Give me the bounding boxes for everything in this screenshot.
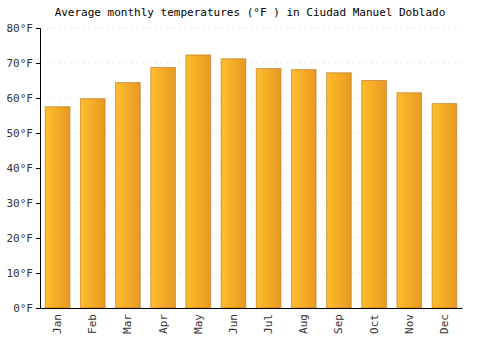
y-tick-mark bbox=[36, 238, 40, 239]
x-tick: Apr bbox=[157, 314, 170, 334]
y-tick: 10°F bbox=[7, 267, 41, 280]
y-tick-label: 80°F bbox=[7, 22, 34, 35]
y-tick-label: 70°F bbox=[7, 57, 34, 70]
bar bbox=[291, 70, 316, 308]
x-tick-label: Oct bbox=[368, 314, 381, 334]
x-tick: Sep bbox=[332, 314, 345, 334]
chart: 0°F 10°F 20°F 30°F 40°F 50°F 60°F 70°F 80°F Jan Fe… bbox=[0, 0, 500, 350]
y-axis: 0°F 10°F 20°F 30°F 40°F 50°F 60°F 70°F 80°F bbox=[7, 22, 41, 315]
grid bbox=[40, 28, 462, 308]
bar bbox=[151, 68, 176, 308]
x-tick-label: Jan bbox=[51, 314, 64, 334]
x-tick-label: Apr bbox=[157, 314, 170, 334]
y-tick: 60°F bbox=[7, 92, 41, 105]
x-tick-label: Nov bbox=[403, 314, 416, 334]
x-tick-label: May bbox=[192, 314, 205, 334]
bar bbox=[327, 73, 352, 308]
x-tick: Aug bbox=[297, 314, 310, 334]
y-tick: 0°F bbox=[13, 302, 40, 315]
y-tick: 20°F bbox=[7, 232, 41, 245]
y-tick-mark bbox=[36, 63, 40, 64]
bar bbox=[362, 81, 387, 309]
bar bbox=[432, 104, 457, 308]
y-tick: 70°F bbox=[7, 57, 41, 70]
title: Average monthly temperatures (°F ) in Ci… bbox=[55, 6, 446, 19]
y-tick-mark bbox=[36, 308, 40, 309]
x-tick: Nov bbox=[403, 314, 416, 334]
x-tick-label: Feb bbox=[86, 314, 99, 334]
y-tick-mark bbox=[36, 28, 40, 29]
y-tick-label: 10°F bbox=[7, 267, 34, 280]
bar bbox=[186, 55, 211, 308]
x-tick: Jun bbox=[227, 314, 240, 334]
x-tick: May bbox=[192, 314, 205, 334]
x-tick-label: Dec bbox=[438, 314, 451, 334]
x-tick: Mar bbox=[121, 314, 134, 334]
grid-line bbox=[40, 63, 462, 64]
y-tick-label: 60°F bbox=[7, 92, 34, 105]
y-tick-mark bbox=[36, 168, 40, 169]
bar bbox=[221, 59, 246, 308]
x-tick-label: Sep bbox=[332, 314, 345, 334]
y-tick-label: 20°F bbox=[7, 232, 34, 245]
x-tick: Feb bbox=[86, 314, 99, 334]
y-tick-mark bbox=[36, 273, 40, 274]
y-tick-label: 0°F bbox=[13, 302, 33, 315]
x-tick: Dec bbox=[438, 314, 451, 334]
x-tick-label: Mar bbox=[121, 314, 134, 334]
x-axis-line bbox=[41, 308, 463, 309]
y-axis-line bbox=[36, 29, 41, 309]
x-tick-label: Jun bbox=[227, 314, 240, 334]
x-tick-label: Aug bbox=[297, 314, 310, 334]
bar bbox=[397, 93, 422, 308]
x-tick: Jul bbox=[262, 314, 275, 334]
y-tick-label: 40°F bbox=[7, 162, 34, 175]
y-tick: 50°F bbox=[7, 127, 41, 140]
y-tick-mark bbox=[36, 203, 40, 204]
bar bbox=[80, 99, 105, 308]
y-tick-label: 30°F bbox=[7, 197, 34, 210]
x-axis: Jan Feb Mar Apr May Jun Jul Aug Sep Oct Nov Dec bbox=[41, 309, 463, 334]
bar bbox=[45, 107, 70, 308]
x-tick: Oct bbox=[368, 314, 381, 334]
plot: 0°F 10°F 20°F 30°F 40°F 50°F 60°F 70°F 80°F Jan Fe… bbox=[7, 22, 463, 334]
y-tick-mark bbox=[36, 98, 40, 99]
bar bbox=[256, 69, 281, 308]
y-tick-mark bbox=[36, 133, 40, 134]
bar bbox=[116, 83, 141, 308]
y-tick: 80°F bbox=[7, 22, 41, 35]
bars bbox=[45, 55, 456, 308]
x-tick: Jan bbox=[51, 314, 64, 334]
y-tick: 40°F bbox=[7, 162, 41, 175]
y-tick: 30°F bbox=[7, 197, 41, 210]
y-tick-label: 50°F bbox=[7, 127, 34, 140]
x-tick-label: Jul bbox=[262, 314, 275, 334]
grid-line bbox=[40, 28, 462, 29]
